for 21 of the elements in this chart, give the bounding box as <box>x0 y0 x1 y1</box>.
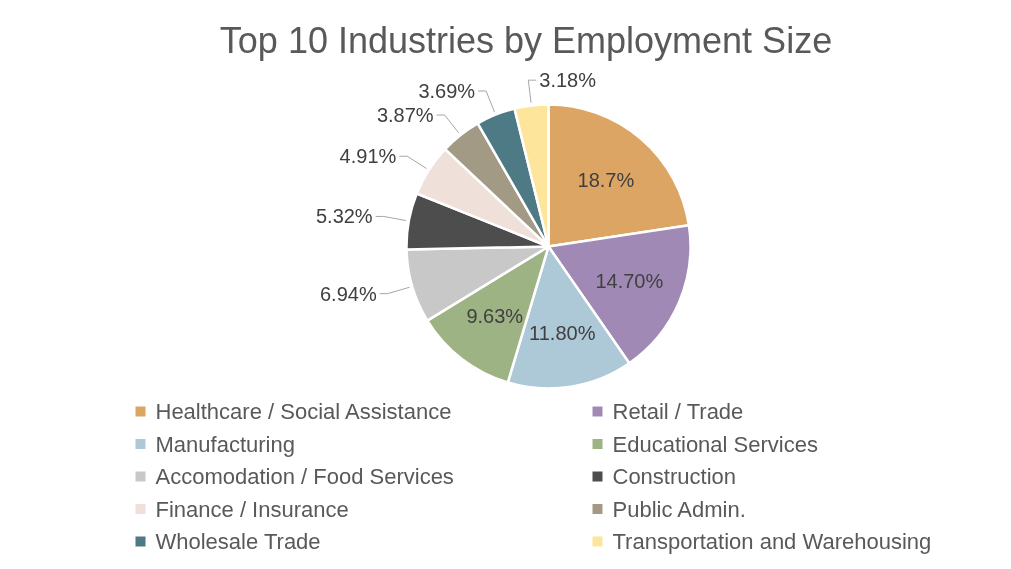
data-label: 5.32% <box>315 205 373 228</box>
legend-label: Finance / Insurance <box>155 496 349 522</box>
legend-label: Transportation and Warehousing <box>612 529 932 554</box>
data-label: 11.80% <box>529 322 596 345</box>
legend-label: Healthcare / Social Assistance <box>155 399 452 424</box>
legend-label: Retail / Trade <box>612 399 744 424</box>
legend-label: Construction <box>612 464 737 489</box>
data-label: 6.94% <box>320 282 377 305</box>
data-label: 3.69% <box>418 79 476 102</box>
data-label: 4.91% <box>339 145 397 168</box>
data-label: 14.70% <box>595 270 664 293</box>
data-label: 3.18% <box>539 69 597 92</box>
legend-label: Educational Services <box>612 431 818 457</box>
legend-label: Manufacturing <box>155 431 295 457</box>
legend-label: Public Admin. <box>612 496 746 522</box>
legend-label: Accomodation / Food Services <box>155 464 454 489</box>
data-label: 18.7% <box>577 168 635 191</box>
data-label: 3.87% <box>376 104 434 127</box>
chart-title: Top 10 Industries by Employment Size <box>219 20 833 61</box>
legend-label: Wholesale Trade <box>155 529 321 554</box>
data-label: 9.63% <box>466 305 524 328</box>
